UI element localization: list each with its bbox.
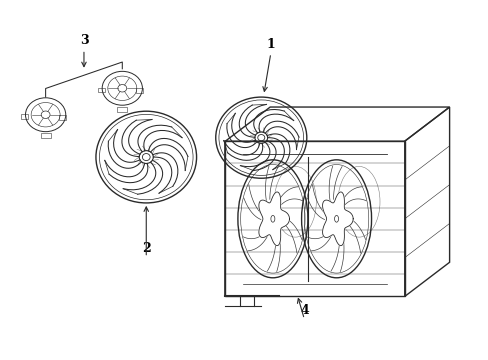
Ellipse shape [270, 215, 274, 222]
Text: 3: 3 [80, 34, 88, 47]
Text: 4: 4 [300, 304, 308, 317]
Ellipse shape [334, 215, 338, 222]
Polygon shape [258, 192, 289, 246]
Text: 2: 2 [142, 242, 150, 255]
Polygon shape [322, 192, 352, 246]
Text: 1: 1 [266, 38, 275, 51]
